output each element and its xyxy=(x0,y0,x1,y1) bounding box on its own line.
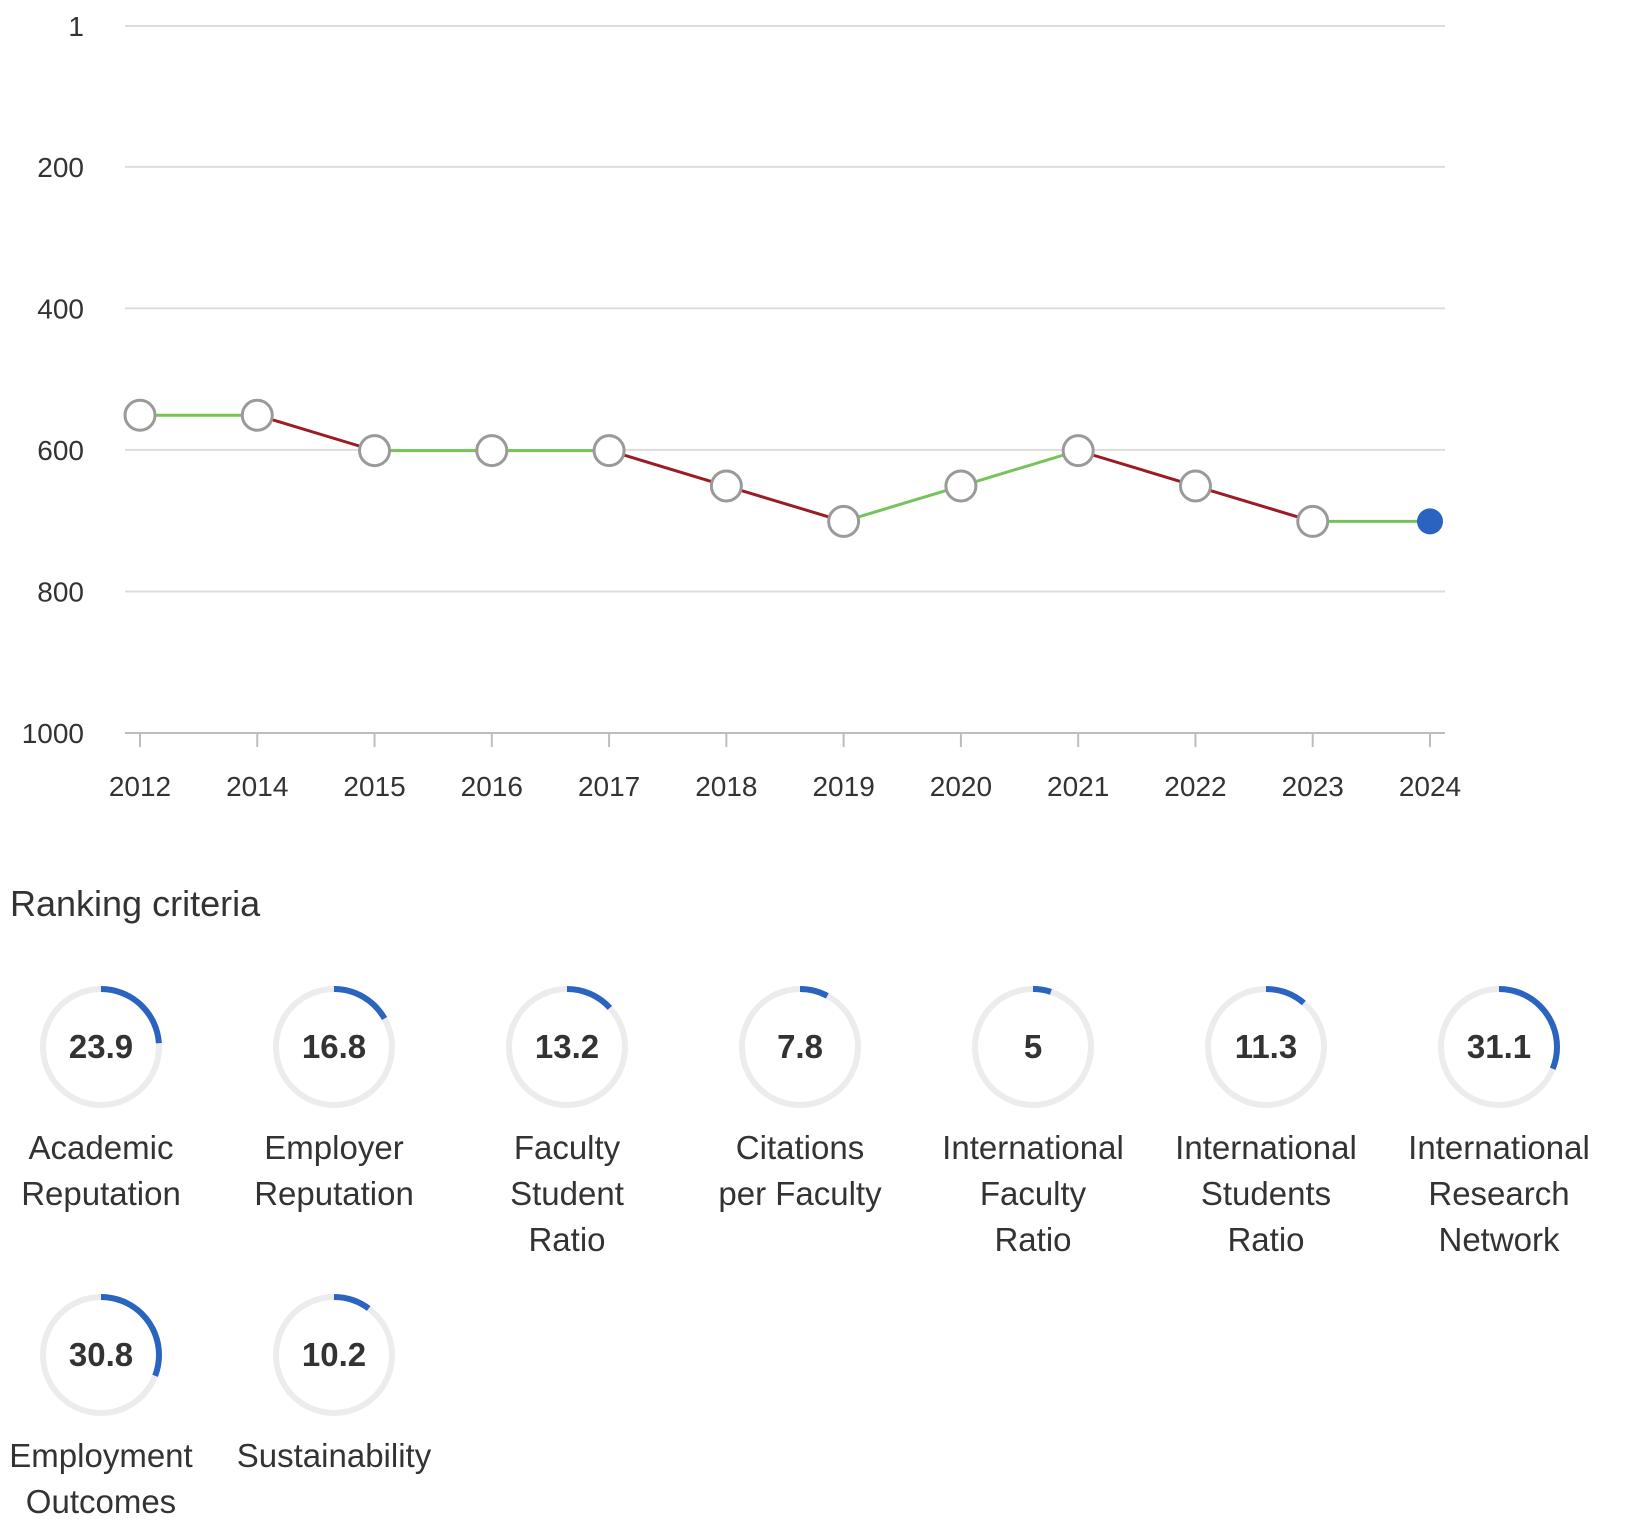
rank-point xyxy=(1296,504,1330,538)
line-segment xyxy=(843,484,962,523)
criterion-gauge: 7.8 xyxy=(738,985,862,1109)
criterion-gauge: 5 xyxy=(971,985,1095,1109)
x-tick-label: 2014 xyxy=(226,771,288,802)
gauge-ring xyxy=(40,986,162,1108)
criterion-label: International Faculty Ratio xyxy=(942,1129,1124,1258)
line-segment xyxy=(256,413,375,453)
criterion-item: 16.8 Employer Reputation xyxy=(218,985,450,1217)
line-segment xyxy=(725,484,845,523)
criterion-item: 5 International Faculty Ratio xyxy=(917,985,1149,1263)
criterion-score: 5 xyxy=(1023,1028,1043,1065)
rank-point xyxy=(240,398,274,432)
y-tick-label: 600 xyxy=(37,435,84,466)
criterion-label: Faculty Student Ratio xyxy=(510,1129,624,1258)
rank-point xyxy=(709,469,743,503)
rank-point xyxy=(1061,434,1095,468)
criterion-score: 23.9 xyxy=(68,1028,134,1065)
y-tick-label: 1000 xyxy=(22,718,84,749)
rank-point xyxy=(1178,469,1212,503)
criterion-score: 13.2 xyxy=(534,1028,600,1065)
rank-point xyxy=(358,434,392,468)
rank-line-chart: 1 200 400 600 800 1000 2012 2014 2015 2016 2017 201… xyxy=(22,11,1461,802)
gauge-fill xyxy=(40,986,162,1108)
y-tick-label: 1 xyxy=(68,11,84,42)
line-segment xyxy=(1195,484,1314,523)
criterion-gauge: 10.2 xyxy=(272,1293,396,1417)
line-segments xyxy=(140,413,1430,523)
criterion-item: 11.3 International Students Ratio xyxy=(1150,985,1382,1263)
criterion-score: 10.2 xyxy=(301,1336,367,1373)
criterion-gauge: 13.2 xyxy=(505,985,629,1109)
criterion-item: 13.2 Faculty Student Ratio xyxy=(451,985,683,1263)
gauge-ring xyxy=(1438,986,1560,1108)
line-segment xyxy=(608,449,727,488)
y-tick-label: 800 xyxy=(37,576,84,607)
criterion-score: 11.3 xyxy=(1234,1028,1298,1065)
x-tick-label: 2021 xyxy=(1047,771,1109,802)
criterion-label: Employment Outcomes xyxy=(9,1437,193,1520)
gauge-ring xyxy=(506,986,628,1108)
criterion-label: Academic Reputation xyxy=(21,1129,181,1212)
gauge-ring xyxy=(273,986,395,1108)
gauge-fill xyxy=(1205,986,1327,1108)
criterion-item: 31.1 International Research Network xyxy=(1383,985,1615,1263)
criterion-label: Employer Reputation xyxy=(254,1129,414,1212)
x-tick-label: 2024 xyxy=(1399,771,1461,802)
gauge-fill xyxy=(40,1294,162,1416)
criterion-score: 16.8 xyxy=(301,1028,367,1065)
grid-lines xyxy=(125,25,1445,734)
x-tick-label: 2023 xyxy=(1282,771,1344,802)
ranking-criteria-title: Ranking criteria xyxy=(10,883,261,924)
current-rank-point xyxy=(1417,508,1443,535)
line-segment xyxy=(1077,449,1196,488)
x-tick-label: 2012 xyxy=(109,771,171,802)
rank-point xyxy=(123,398,157,432)
gauge-fill xyxy=(273,1294,395,1416)
criterion-label: Sustainability xyxy=(236,1437,432,1474)
criterion-gauge: 11.3 xyxy=(1204,985,1328,1109)
gauge-fill xyxy=(1438,986,1560,1108)
criterion-item: 7.8 Citations per Faculty xyxy=(684,985,916,1217)
gauge-fill xyxy=(739,986,861,1108)
x-tick-label: 2015 xyxy=(343,771,405,802)
criterion-label: International Research Network xyxy=(1408,1129,1590,1258)
criterion-gauge: 30.8 xyxy=(39,1293,163,1417)
gauge-fill xyxy=(972,986,1094,1108)
x-tick-label: 2017 xyxy=(578,771,640,802)
criterion-gauge: 31.1 xyxy=(1437,985,1561,1109)
data-points xyxy=(123,398,1443,538)
criterion-score: 31.1 xyxy=(1466,1028,1532,1065)
gauge-ring xyxy=(739,986,861,1108)
x-tick-label: 2022 xyxy=(1164,771,1226,802)
criterion-label: International Students Ratio xyxy=(1175,1129,1357,1258)
criterion-score: 30.8 xyxy=(68,1336,134,1373)
criterion-label: Citations per Faculty xyxy=(718,1129,882,1212)
criterion-item: 30.8 Employment Outcomes xyxy=(0,1293,217,1525)
criterion-gauge: 16.8 xyxy=(272,985,396,1109)
x-tick-label: 2020 xyxy=(930,771,992,802)
gauge-ring xyxy=(273,1294,395,1416)
gauge-fill xyxy=(273,986,395,1108)
gauge-ring xyxy=(40,1294,162,1416)
rank-point xyxy=(475,434,509,468)
rank-point xyxy=(592,434,626,468)
x-tick-label: 2018 xyxy=(695,771,757,802)
gauge-fill xyxy=(506,986,628,1108)
criterion-item: 10.2 Sustainability xyxy=(218,1293,450,1479)
line-segment xyxy=(960,449,1079,488)
rank-point xyxy=(827,504,861,538)
axes: 1 200 400 600 800 1000 2012 2014 2015 2016 2017 201… xyxy=(22,11,1461,802)
x-tick-label: 2016 xyxy=(461,771,523,802)
y-tick-label: 200 xyxy=(37,152,84,183)
x-tick-label: 2019 xyxy=(812,771,874,802)
gauge-ring xyxy=(1205,986,1327,1108)
criterion-score: 7.8 xyxy=(777,1028,823,1065)
criterion-item: 23.9 Academic Reputation xyxy=(0,985,217,1217)
criterion-gauge: 23.9 xyxy=(39,985,163,1109)
gauge-ring xyxy=(972,986,1094,1108)
y-tick-label: 400 xyxy=(37,293,84,324)
rank-point xyxy=(944,469,978,503)
